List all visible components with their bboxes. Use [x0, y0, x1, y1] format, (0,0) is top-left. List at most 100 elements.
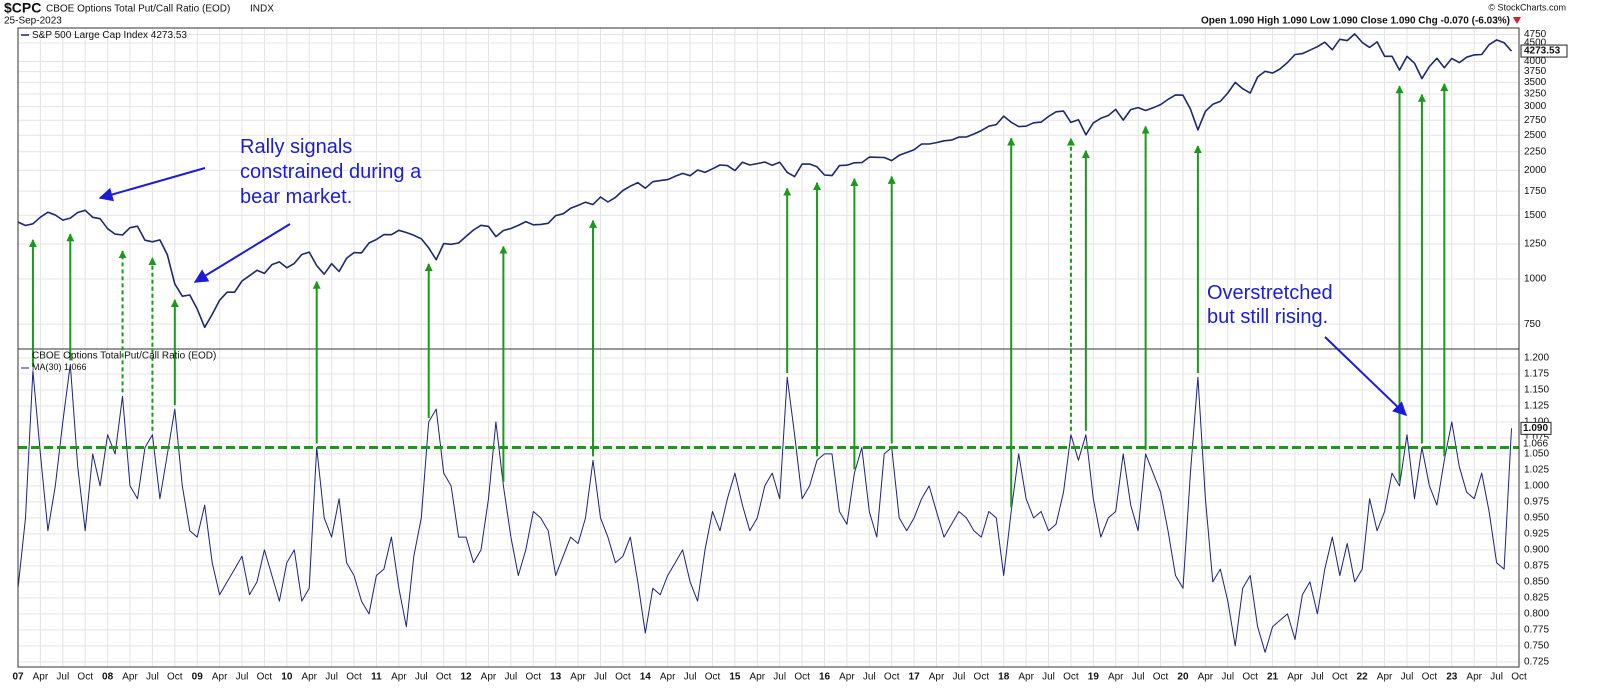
x-tick-label: Apr [1377, 672, 1393, 683]
ma-value-label: 1.066 [1523, 438, 1548, 449]
y-tick-label: 0.725 [1524, 657, 1549, 668]
y-tick-label: 1500 [1524, 210, 1547, 221]
x-tick-label: Apr [570, 672, 586, 683]
y-tick-label: 1.125 [1524, 401, 1549, 412]
annotation-arrow [98, 167, 206, 202]
y-tick-label: 1.075 [1524, 433, 1549, 444]
y-tick-label: 1750 [1524, 186, 1547, 197]
x-tick-label: Jul [1132, 672, 1145, 683]
y-tick-label: 0.800 [1524, 609, 1549, 620]
x-tick-label: Oct [794, 672, 810, 683]
last-value-label: 4273.53 [1524, 46, 1561, 57]
exchange: INDX [250, 4, 274, 15]
quote: Open 1.090 High 1.090 Low 1.090 Close 1.… [1201, 16, 1510, 27]
x-tick-label: Jul [773, 672, 786, 683]
x-tick-label: Jul [236, 672, 249, 683]
y-tick-label: 1.000 [1524, 481, 1549, 492]
x-tick-label: Apr [839, 672, 855, 683]
y-tick-label: 0.900 [1524, 545, 1549, 556]
y-tick-label: 0.775 [1524, 625, 1549, 636]
x-tick-label: 13 [550, 672, 562, 683]
ma-name: MA(30) [32, 362, 62, 372]
legend-entry: S&P 500 Large Cap Index 4273.53 [32, 30, 187, 41]
instrument-name: CBOE Options Total Put/Call Ratio (EOD) [46, 4, 230, 15]
x-tick-label: 16 [819, 672, 831, 683]
y-tick-label: 0.750 [1524, 641, 1549, 652]
x-tick-label: 15 [729, 672, 741, 683]
annotation-arrow [1324, 336, 1408, 416]
panel-border [17, 348, 1520, 668]
x-tick-label: Apr [33, 672, 49, 683]
last-value-box [1520, 44, 1568, 58]
legend-name: S&P 500 Large Cap Index [32, 30, 148, 41]
panel [18, 349, 1519, 667]
x-tick-label: Oct [1063, 672, 1079, 683]
x-tick-label: Oct [884, 672, 900, 683]
x-tick-label: Apr [929, 672, 945, 683]
x-tick-label: Apr [301, 672, 317, 683]
x-tick-label: Jul [1042, 672, 1055, 683]
y-tick-label: 2000 [1524, 165, 1547, 176]
x-tick-label: 12 [460, 672, 472, 683]
y-tick-label: 2750 [1524, 115, 1547, 126]
x-tick-label: Jul [415, 672, 428, 683]
y-tick-label: 0.825 [1524, 593, 1549, 604]
x-tick-label: Jul [325, 672, 338, 683]
x-tick-label: 08 [102, 672, 114, 683]
x-tick-label: Jul [684, 672, 697, 683]
x-tick-label: Oct [705, 672, 721, 683]
y-tick-label: 0.925 [1524, 529, 1549, 540]
x-tick-label: Oct [167, 672, 183, 683]
legend-entry: MA(30) 1.066 [32, 362, 87, 372]
down-triangle [1513, 17, 1521, 24]
x-tick-label: Jul [953, 672, 966, 683]
last-value-box [1520, 421, 1552, 435]
x-tick-label: Oct [1422, 672, 1438, 683]
ma-value: 1.066 [64, 362, 87, 372]
x-tick-label: 20 [1177, 672, 1189, 683]
y-tick-label: 1.175 [1524, 369, 1549, 380]
x-tick-label: 07 [12, 672, 24, 683]
y-tick-label: 2250 [1524, 146, 1547, 157]
x-tick-label: 09 [192, 672, 204, 683]
x-tick-label: Oct [974, 672, 990, 683]
x-tick-label: 14 [640, 672, 652, 683]
annotation: Rally signals [240, 136, 352, 158]
x-tick-label: Oct [1511, 672, 1527, 683]
x-tick-label: Apr [660, 672, 676, 683]
y-tick-label: 0.975 [1524, 497, 1549, 508]
x-tick-label: Apr [750, 672, 766, 683]
x-tick-label: Jul [1311, 672, 1324, 683]
annotation-arrow [193, 223, 291, 283]
y-tick-label: 3500 [1524, 77, 1547, 88]
x-tick-label: Jul [1490, 672, 1503, 683]
x-tick-label: Apr [122, 672, 138, 683]
y-tick-label: 4750 [1524, 29, 1547, 40]
series-line [17, 33, 1513, 329]
panel [18, 28, 1519, 349]
y-tick-label: 1000 [1524, 274, 1547, 285]
x-tick-label: 11 [371, 672, 382, 683]
symbol: $CPC [4, 0, 41, 16]
y-tick-label: 4000 [1524, 56, 1547, 67]
x-tick-label: Apr [1108, 672, 1124, 683]
x-tick-label: 18 [998, 672, 1010, 683]
y-tick-label: 750 [1524, 319, 1541, 330]
x-tick-label: Apr [481, 672, 497, 683]
x-tick-label: Jul [504, 672, 517, 683]
x-tick-label: Oct [346, 672, 362, 683]
x-tick-label: Jul [863, 672, 876, 683]
y-tick-label: 2500 [1524, 130, 1547, 141]
x-tick-label: Jul [146, 672, 159, 683]
x-tick-label: Apr [391, 672, 407, 683]
x-tick-label: Oct [1332, 672, 1348, 683]
last-value-label: 1.090 [1523, 423, 1548, 434]
y-tick-label: 1.200 [1524, 353, 1549, 364]
x-tick-label: 22 [1357, 672, 1369, 683]
x-tick-label: Oct [257, 672, 273, 683]
y-tick-label: 0.850 [1524, 577, 1549, 588]
annotation: but still rising. [1207, 306, 1328, 328]
x-tick-label: Oct [1153, 672, 1169, 683]
x-tick-label: Apr [1018, 672, 1034, 683]
